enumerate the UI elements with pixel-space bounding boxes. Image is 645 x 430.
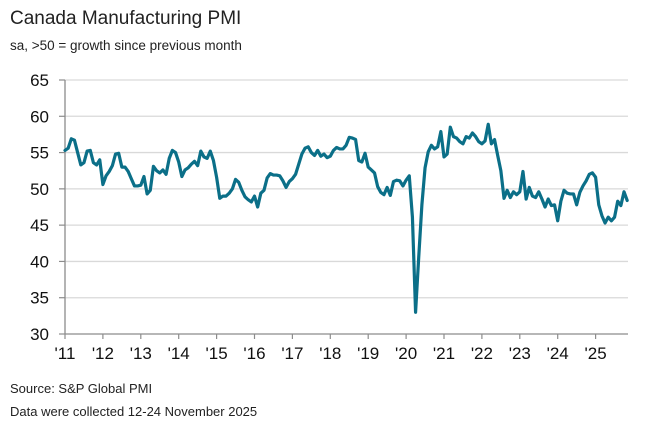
y-tick-label: 55 — [30, 144, 49, 163]
y-tick-label: 30 — [30, 325, 49, 344]
x-tick-label: '15 — [206, 344, 228, 363]
x-tick-label: '12 — [92, 344, 114, 363]
x-tick-label: '17 — [281, 344, 303, 363]
x-tick-label: '21 — [433, 344, 455, 363]
x-tick-label: '13 — [130, 344, 152, 363]
x-tick-label: '16 — [243, 344, 265, 363]
chart-subtitle: sa, >50 = growth since previous month — [10, 38, 242, 53]
y-tick-label: 65 — [30, 71, 49, 90]
gridlines — [65, 79, 628, 299]
x-tick-label: '14 — [168, 344, 190, 363]
x-tick-label: '24 — [547, 344, 569, 363]
x-tick-label: '19 — [357, 344, 379, 363]
y-tick-label: 45 — [30, 216, 49, 235]
y-tick-label: 60 — [30, 107, 49, 126]
x-tick-label: '22 — [471, 344, 493, 363]
chart-title: Canada Manufacturing PMI — [10, 8, 242, 29]
y-tick-label: 50 — [30, 180, 49, 199]
x-tick-label: '25 — [585, 344, 607, 363]
source-note: Source: S&P Global PMI — [10, 381, 153, 396]
axes — [64, 80, 628, 335]
collection-note: Data were collected 12-24 November 2025 — [10, 404, 258, 419]
x-axis-ticks: '11 '12 '13 '14 '15 '16 '17 '18 '19 '20 '21 '22 '23 '… — [55, 334, 607, 363]
y-tick-label: 40 — [30, 252, 49, 271]
x-tick-label: '11 — [55, 344, 76, 363]
x-tick-label: '20 — [395, 344, 417, 363]
series-layer — [63, 122, 629, 314]
x-tick-label: '18 — [319, 344, 341, 363]
y-tick-label: 35 — [30, 289, 49, 308]
y-axis-ticks: 30 35 40 45 50 55 60 65 — [30, 71, 65, 344]
x-tick-label: '23 — [509, 344, 531, 363]
